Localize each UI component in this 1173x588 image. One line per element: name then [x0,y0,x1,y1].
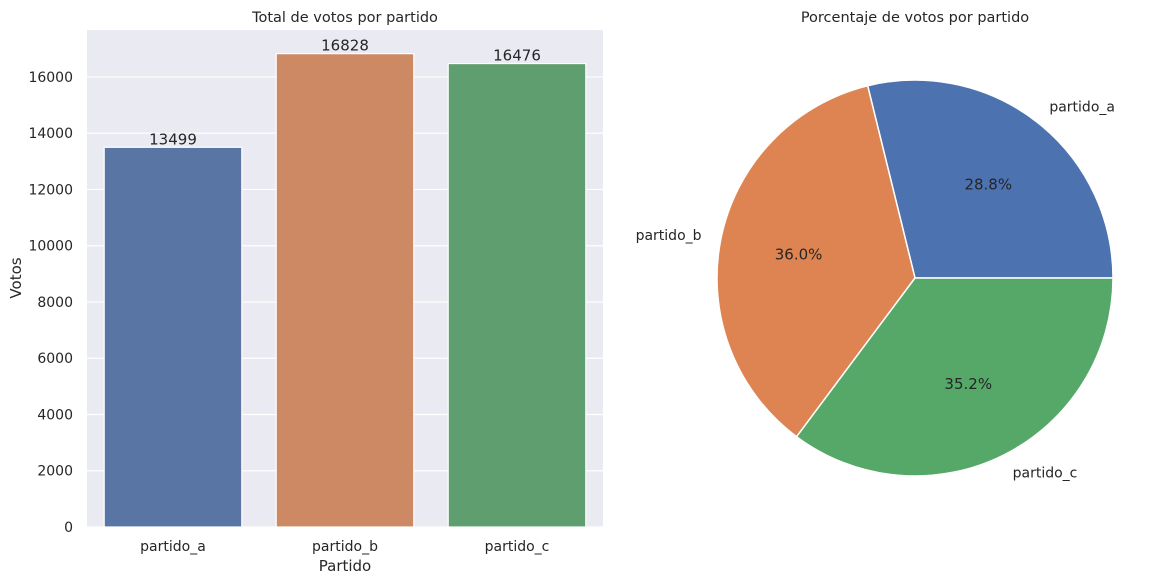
bar-partido_c [447,62,587,528]
x-tick-label: partido_c [485,539,550,555]
y-tick-label: 0 [64,520,73,536]
pie-slice-partido_b [716,84,916,438]
x-axis-label: Partido [319,557,371,575]
x-tick-label: partido_a [140,539,206,555]
x-tick-labels: partido_a partido_b partido_c [140,539,549,555]
bar-data-labels: 13499 16828 16476 [149,37,541,149]
bar-data-label: 16828 [321,37,369,55]
y-tick-label: 10000 [28,239,73,255]
y-tick-label: 16000 [28,70,73,86]
pie-slice-label: partido_a [1049,100,1115,116]
y-tick-label: 6000 [37,351,73,367]
bar-chart: 0 2000 4000 6000 8000 10000 12000 14000 16000 pa… [7,10,603,575]
pie-slice-partido_a [866,79,1114,279]
pie-slice-label: partido_b [636,228,702,244]
y-tick-label: 4000 [37,407,73,423]
pie-slice-label: partido_c [1013,466,1078,482]
bar-chart-title: Total de votos por partido [251,10,438,26]
x-tick-label: partido_b [312,539,378,555]
y-tick-label: 8000 [37,295,73,311]
y-tick-label: 14000 [28,126,73,142]
y-tick-label: 2000 [37,464,73,480]
pie-percent-label: 28.8% [964,175,1012,193]
y-tick-labels: 0 2000 4000 6000 8000 10000 12000 14000 16000 [28,70,73,536]
pie-percent-label: 35.2% [944,375,992,393]
bar-partido_a [103,146,243,528]
bar-series [103,53,587,528]
pie-slices [716,79,1114,477]
pie-chart: Porcentaje de votos por partido 28.8% par… [636,10,1115,482]
bar-data-label: 16476 [493,47,541,65]
pie-percent-label: 36.0% [775,245,823,263]
y-tick-label: 12000 [28,182,73,198]
pie-labels: 28.8% partido_a 36.0% partido_b 35.2% partido… [636,100,1115,482]
bar-data-label: 13499 [149,130,197,148]
bar-partido_b [275,53,415,528]
pie-slice-partido_c [795,277,1114,477]
pie-chart-title: Porcentaje de votos por partido [801,10,1029,26]
y-axis-label: Votos [7,257,25,298]
